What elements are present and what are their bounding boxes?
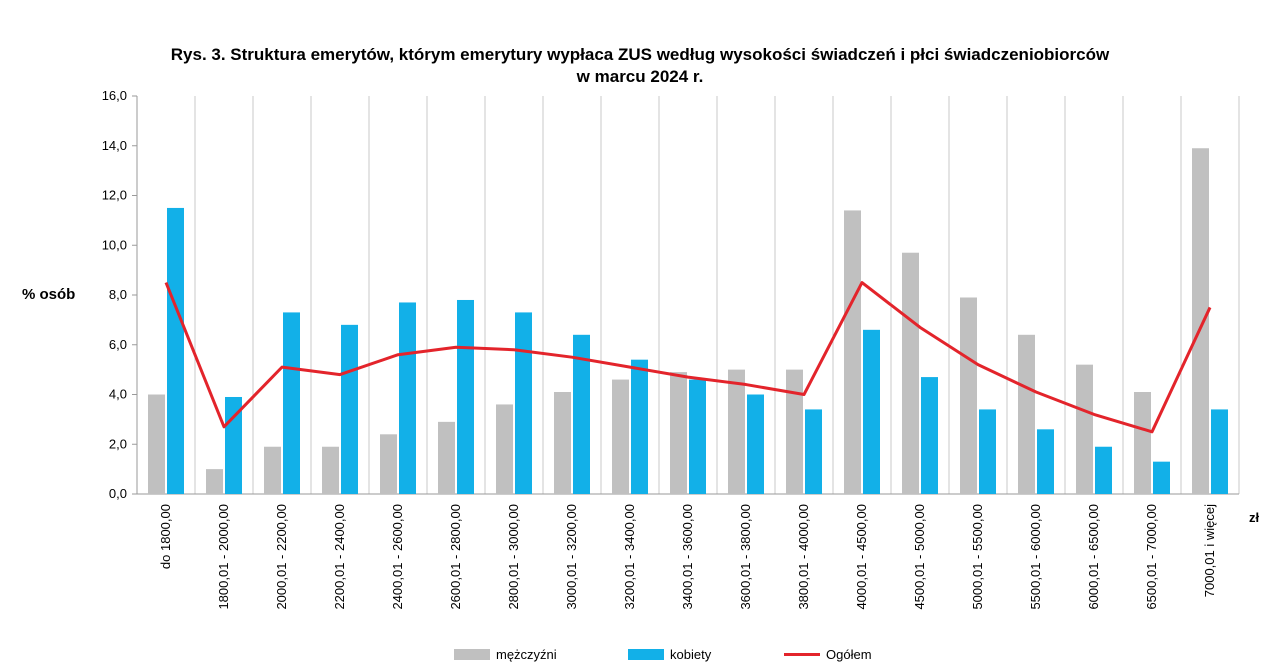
bar-women [573,334,590,494]
legend-item-total: Ogółem [784,647,872,662]
legend-label-women: kobiety [670,647,712,662]
y-tick-label: 10,0 [102,237,127,252]
x-tick-label: 6500,01 - 7000,00 [1144,504,1159,610]
bar-women [979,409,996,494]
bar-men [1018,334,1035,494]
y-tick-label: 8,0 [109,287,127,302]
x-tick-label: 4500,01 - 5000,00 [912,504,927,610]
bar-men [206,469,223,494]
bar-men [960,297,977,494]
x-tick-label: 2800,01 - 3000,00 [506,504,521,610]
x-tick-label: 2600,01 - 2800,00 [448,504,463,610]
legend-label-men: mężczyźni [496,647,557,662]
bar-men [438,421,455,494]
x-axis-unit-label: zł [1249,510,1260,525]
y-axis-label: % osób [22,286,76,303]
bar-men [148,394,165,494]
x-tick-label: 6000,01 - 6500,00 [1086,504,1101,610]
bar-women [921,377,938,494]
bar-women [863,329,880,494]
x-tick-label: 3800,01 - 4000,00 [796,504,811,610]
bar-women [1095,446,1112,494]
bar-men [728,369,745,494]
y-tick-label: 14,0 [102,138,127,153]
x-tick-label: 7000,01 i więcej [1202,504,1217,597]
bar-women [515,312,532,494]
legend-swatch-women [628,649,664,660]
bar-men [786,369,803,494]
x-tick-label: 1800,01 - 2000,00 [216,504,231,610]
y-tick-label: 2,0 [109,436,127,451]
chart-subtitle: w marcu 2024 r. [576,67,704,86]
legend-swatch-total [784,653,820,656]
y-tick-label: 4,0 [109,387,127,402]
legend-swatch-men [454,649,490,660]
bar-men [670,372,687,494]
bar-women [631,359,648,494]
x-tick-label: 3400,01 - 3600,00 [680,504,695,610]
bar-women [1153,461,1170,494]
legend-item-men: mężczyźni [454,647,557,662]
bar-men [554,392,571,494]
bar-women [167,207,184,494]
x-tick-label: 5000,01 - 5500,00 [970,504,985,610]
bar-women [283,312,300,494]
bar-men [844,210,861,495]
x-tick-label: 4000,01 - 4500,00 [854,504,869,610]
bar-men [612,379,629,494]
bar-men [264,446,281,494]
bar-men [1192,148,1209,495]
bar-women [1211,409,1228,494]
bar-men [496,404,513,494]
chart-title: Rys. 3. Struktura emerytów, którym emery… [170,45,1110,64]
bar-men [380,434,397,494]
bar-men [322,446,339,494]
x-tick-label: 2000,01 - 2200,00 [274,504,289,610]
bar-women [805,409,822,494]
x-tick-label: 3200,01 - 3400,00 [622,504,637,610]
y-tick-label: 16,0 [102,88,127,103]
bar-women [689,379,706,494]
legend-label-total: Ogółem [826,647,872,662]
bar-women [341,324,358,494]
x-tick-label: 5500,01 - 6000,00 [1028,504,1043,610]
legend-item-women: kobiety [628,647,711,662]
bar-men [902,252,919,494]
y-tick-label: 12,0 [102,188,127,203]
x-tick-label: 3000,01 - 3200,00 [564,504,579,610]
bar-women [457,299,474,494]
line-series-total [164,281,1212,434]
bar-men [1134,392,1151,494]
bar-women [399,302,416,494]
x-tick-label: do 1800,00 [158,504,173,569]
bar-men [1076,364,1093,494]
bar-women [747,394,764,494]
x-tick-label: 2200,01 - 2400,00 [332,504,347,610]
bar-women [1037,429,1054,494]
x-tick-label: 3600,01 - 3800,00 [738,504,753,610]
y-tick-label: 0,0 [109,486,127,501]
y-tick-label: 6,0 [109,337,127,352]
x-tick-label: 2400,01 - 2600,00 [390,504,405,610]
